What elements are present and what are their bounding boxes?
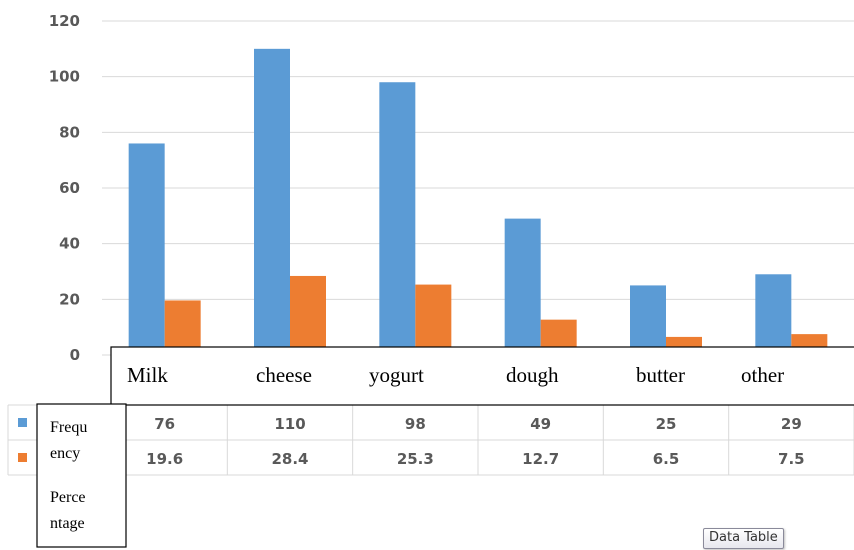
table-cell: 7.5	[778, 450, 805, 468]
bar-s2-Milk	[164, 300, 201, 355]
y-tick-label: 20	[59, 290, 80, 308]
table-cell: 98	[405, 415, 426, 433]
bar-s1-other	[755, 274, 792, 355]
series-label-box: Frequ ency Perce ntage	[36, 403, 127, 548]
y-tick-label: 40	[59, 235, 80, 253]
category-label: yogurt	[369, 363, 424, 387]
series-label: ency	[50, 445, 80, 462]
category-label: cheese	[256, 363, 312, 387]
bar-s1-Milk	[128, 143, 165, 355]
bar-s1-cheese	[254, 48, 290, 355]
y-tick-label: 60	[59, 179, 80, 197]
category-label-box: Milk cheese yogurt dough butter other	[110, 346, 854, 406]
table-cell: 76	[154, 415, 175, 433]
table-cell: 25	[656, 415, 677, 433]
table-cell: 49	[530, 415, 551, 433]
category-label: other	[741, 363, 784, 387]
legend-key-2	[18, 453, 27, 462]
y-tick-label: 120	[49, 12, 80, 30]
bars	[128, 48, 828, 355]
series-label: Perce	[50, 489, 86, 506]
bar-s1-yogurt	[379, 82, 416, 355]
table-cell: 19.6	[146, 450, 183, 468]
legend-key-1	[18, 418, 27, 427]
bar-s1-butter	[630, 285, 666, 355]
table-cell: 12.7	[522, 450, 559, 468]
category-label: butter	[636, 363, 685, 387]
series-box	[36, 403, 127, 548]
bar-s2-yogurt	[415, 284, 452, 355]
table-cell: 29	[781, 415, 802, 433]
gridlines	[102, 20, 854, 356]
data-table-tooltip: Data Table	[703, 528, 784, 549]
y-tick-label: 0	[70, 346, 80, 364]
y-tick-label: 100	[49, 68, 80, 86]
category-label: Milk	[127, 363, 168, 387]
category-label: dough	[506, 363, 559, 387]
series-label: Frequ	[50, 419, 87, 436]
table-cell: 110	[274, 415, 305, 433]
data-table: 76 110 98 49 25 29 19.6 28.4 25.3 12.7 6.5 7.5	[7, 404, 854, 476]
table-cell: 25.3	[397, 450, 434, 468]
bar-s2-cheese	[290, 275, 326, 355]
y-tick-label: 80	[59, 123, 80, 141]
category-box	[110, 346, 854, 406]
series-label: ntage	[50, 515, 85, 532]
table-cell: 28.4	[271, 450, 308, 468]
bar-s1-dough	[504, 218, 541, 355]
y-axis-ticks: 0 20 40 60 80 100 120	[49, 12, 80, 364]
table-cell: 6.5	[653, 450, 680, 468]
